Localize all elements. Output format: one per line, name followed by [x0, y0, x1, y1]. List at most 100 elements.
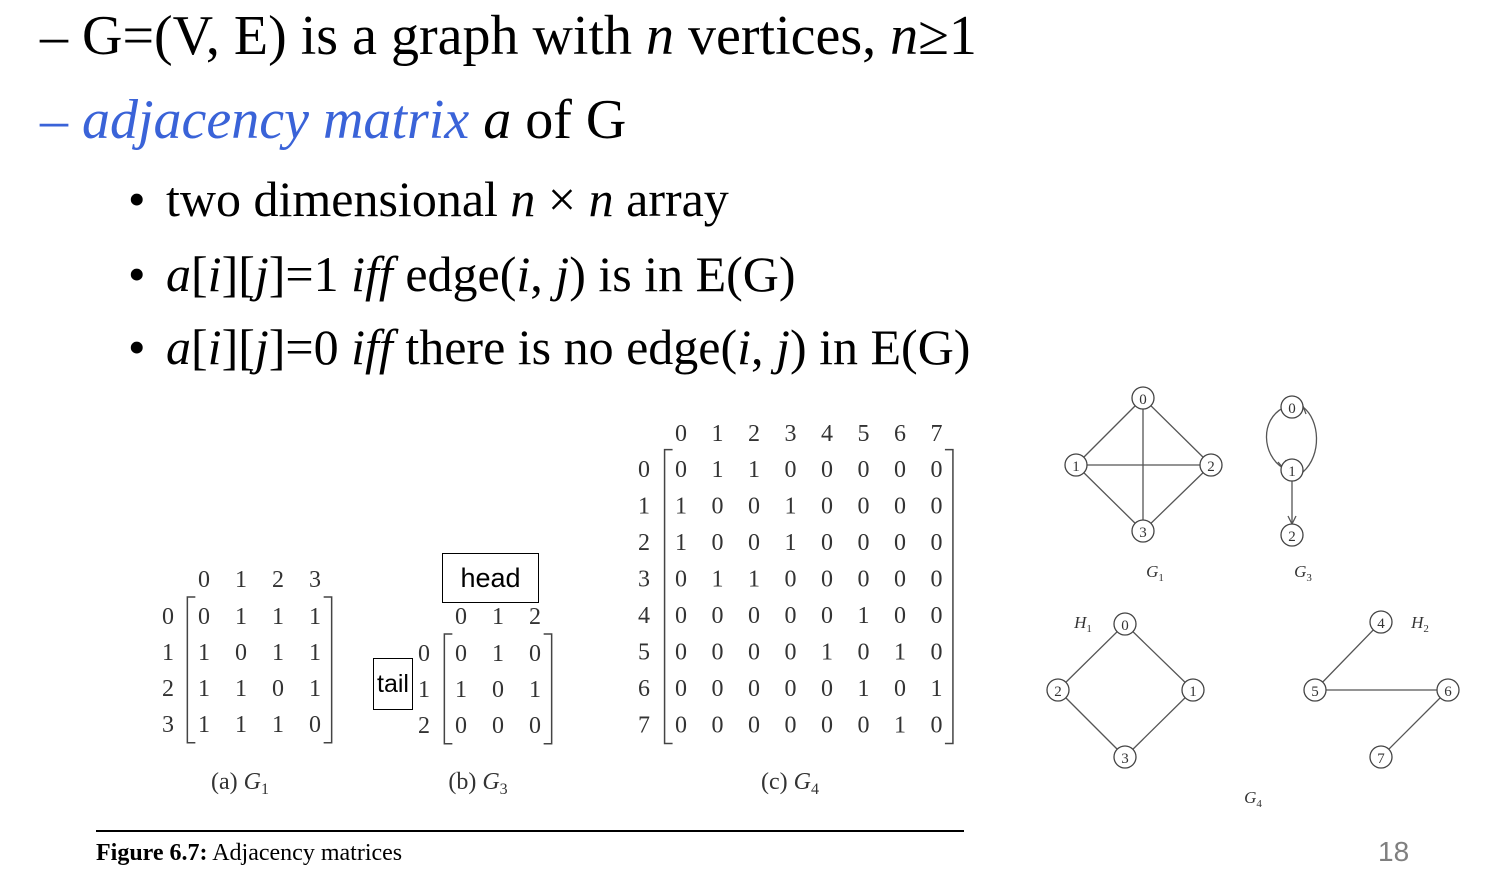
matrix-g4-cell: 0 — [894, 457, 906, 483]
h2-node — [1369, 745, 1393, 769]
matrix-g4-cell: 0 — [785, 640, 797, 666]
h1-node — [1113, 745, 1137, 769]
figure-caption: Figure 6.7: Adjacency matrices — [96, 840, 402, 867]
h1-edge — [1057, 689, 1126, 758]
bullet-line-adjacency-matrix: – adjacency matrix a of G — [40, 88, 626, 152]
matrix-g4-col-header: 3 — [785, 421, 797, 447]
b2-j: j — [254, 246, 269, 302]
matrix-g4-cell: 0 — [894, 567, 906, 593]
b3-b2: ][ — [221, 319, 255, 375]
h1-node-label: 0 — [1121, 618, 1129, 634]
g3-edge-0-1 — [1265, 407, 1284, 469]
matrix-g4-cell: 0 — [675, 457, 687, 483]
matrix-g4-col-header: 5 — [858, 421, 870, 447]
b3-j2: j — [776, 319, 790, 375]
matrix-g1-cell: 1 — [235, 604, 247, 630]
matrix-g4-cell: 0 — [858, 567, 870, 593]
matrix-g4-right-bracket — [944, 448, 954, 745]
matrix-g4-cell: 0 — [931, 640, 943, 666]
matrix-g4-col-header: 1 — [712, 421, 724, 447]
matrix-g4-col-header: 7 — [931, 421, 943, 447]
matrix-g1-row-header: 0 — [162, 604, 174, 630]
matrix-g4-cell: 0 — [894, 676, 906, 702]
bullet-dot-icon: • — [128, 171, 146, 227]
matrix-g4-cell: 1 — [858, 603, 870, 629]
head-label: head — [442, 553, 539, 603]
h2-node-label: 7 — [1377, 751, 1385, 767]
matrix-g4-cell: 0 — [931, 713, 943, 739]
matrix-g4-cell: 1 — [675, 530, 687, 556]
matrix-g1-cell: 1 — [309, 640, 321, 666]
b3-b1: [ — [191, 319, 208, 375]
matrix-g3-caption: (b) G3 — [448, 769, 507, 798]
bullet-line-graph-definition: – G=(V, E) is a graph with n vertices, n≥… — [40, 4, 977, 68]
b2-comma: , — [530, 246, 556, 302]
figure-caption-bold: Figure 6.7: — [96, 840, 208, 866]
adjacency-matrix-term: adjacency matrix — [82, 89, 470, 151]
h2-node — [1303, 678, 1327, 702]
h2-node-label: 6 — [1444, 684, 1452, 700]
matrix-g1-col-header: 2 — [272, 567, 284, 593]
b2-b2: ][ — [221, 246, 255, 302]
matrix-g4-cell: 0 — [858, 457, 870, 483]
h1-edge — [1124, 623, 1194, 691]
matrix-g4-cell: 0 — [712, 494, 724, 520]
matrix-g4-cell: 1 — [821, 640, 833, 666]
matrix-g4-cell: 0 — [785, 567, 797, 593]
matrix-g4-row-header: 5 — [638, 640, 650, 666]
sub-bullet-edge-one: • a[i][j]=1 iff edge(i, j) is in E(G) — [128, 245, 796, 303]
matrix-g3-cell: 1 — [455, 677, 467, 703]
matrix-g4-cell: 0 — [821, 567, 833, 593]
matrix-g1-cell: 0 — [272, 676, 284, 702]
matrix-g4-cell: 0 — [785, 713, 797, 739]
matrix-g1-col-header: 3 — [309, 567, 321, 593]
matrix-g1-row-header: 1 — [162, 640, 174, 666]
g1-node-label: 0 — [1139, 392, 1147, 408]
g1-node-label: 2 — [1207, 459, 1215, 475]
g3-node — [1280, 458, 1304, 482]
matrix-g3-col-header: 2 — [529, 604, 541, 630]
matrix-g4-col-header: 6 — [894, 421, 906, 447]
matrix-g4-col-header: 0 — [675, 421, 687, 447]
h2-graph-label: H2 — [1410, 613, 1429, 635]
matrix-g3-cell: 0 — [455, 713, 467, 739]
matrix-g3-left-bracket — [443, 633, 453, 745]
matrix-g4-cell: 0 — [712, 603, 724, 629]
b1-times: × — [535, 171, 589, 227]
g3-node — [1280, 523, 1304, 547]
h1-node — [1046, 678, 1070, 702]
matrix-g1-cell: 1 — [198, 640, 210, 666]
matrix-g4-cell: 0 — [748, 603, 760, 629]
matrix-g4-cell: 0 — [748, 530, 760, 556]
matrix-g3-right-bracket — [543, 633, 553, 745]
matrix-g4-cell: 0 — [821, 603, 833, 629]
h1-node-label: 3 — [1121, 751, 1129, 767]
b3-a: a — [166, 319, 191, 375]
matrix-g3-cell: 0 — [492, 713, 504, 739]
b1-text-b: array — [613, 171, 729, 227]
matrix-g4-col-header: 2 — [748, 421, 760, 447]
g1-edge — [1142, 464, 1212, 532]
line2-post: of G — [511, 89, 627, 151]
matrix-g4-cell: 0 — [675, 713, 687, 739]
b2-post: ) is in E(G) — [569, 246, 796, 302]
h2-edge — [1380, 689, 1449, 758]
g1-edge — [1075, 464, 1144, 532]
h2-node-label: 5 — [1311, 684, 1319, 700]
g3-node-label: 0 — [1288, 401, 1296, 417]
matrix-g4-row-header: 1 — [638, 494, 650, 520]
matrix-g4-cell: 1 — [894, 713, 906, 739]
dash-marker-blue: – — [40, 89, 68, 151]
matrix-g4-cell: 0 — [821, 530, 833, 556]
g1-node-label: 3 — [1139, 525, 1147, 541]
g1-node — [1131, 519, 1155, 543]
matrix-g4-row-header: 2 — [638, 530, 650, 556]
b3-iff: iff — [351, 319, 393, 375]
matrix-g1-row-header: 2 — [162, 676, 174, 702]
matrix-g4-cell: 0 — [821, 676, 833, 702]
matrix-g3-row-header: 0 — [418, 641, 430, 667]
h1-node-label: 1 — [1189, 684, 1197, 700]
line1-n2: n — [890, 5, 919, 67]
b1-n2: n — [588, 171, 614, 227]
